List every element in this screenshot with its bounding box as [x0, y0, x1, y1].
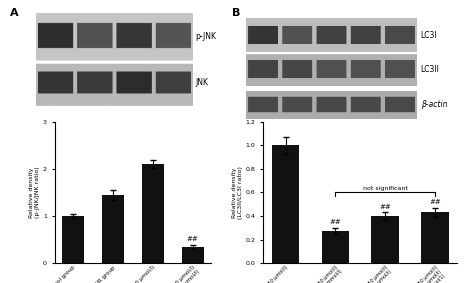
Bar [142, 164, 164, 263]
Text: p-JNK: p-JNK [195, 32, 216, 40]
Text: B: B [232, 8, 241, 18]
Bar [102, 195, 124, 263]
Bar [62, 216, 83, 263]
Text: JNK: JNK [195, 78, 208, 87]
Text: LC3II: LC3II [420, 65, 439, 74]
Text: not significant: not significant [363, 186, 408, 191]
Y-axis label: Relative density
(LC3II/LC3I ratio): Relative density (LC3II/LC3I ratio) [232, 166, 243, 219]
Bar [182, 247, 204, 263]
Text: ##: ## [379, 203, 391, 209]
Bar [372, 216, 399, 263]
Text: A: A [9, 8, 18, 18]
Text: ##: ## [187, 236, 199, 242]
Bar [322, 231, 349, 263]
Text: LC3I: LC3I [420, 31, 437, 40]
Text: β-actin: β-actin [420, 100, 447, 109]
Bar [421, 213, 448, 263]
Y-axis label: Relative density
(p-JNK/JNK ratio): Relative density (p-JNK/JNK ratio) [29, 167, 40, 218]
Bar [272, 145, 299, 263]
Text: ##: ## [329, 219, 341, 226]
Text: ##: ## [429, 199, 441, 205]
